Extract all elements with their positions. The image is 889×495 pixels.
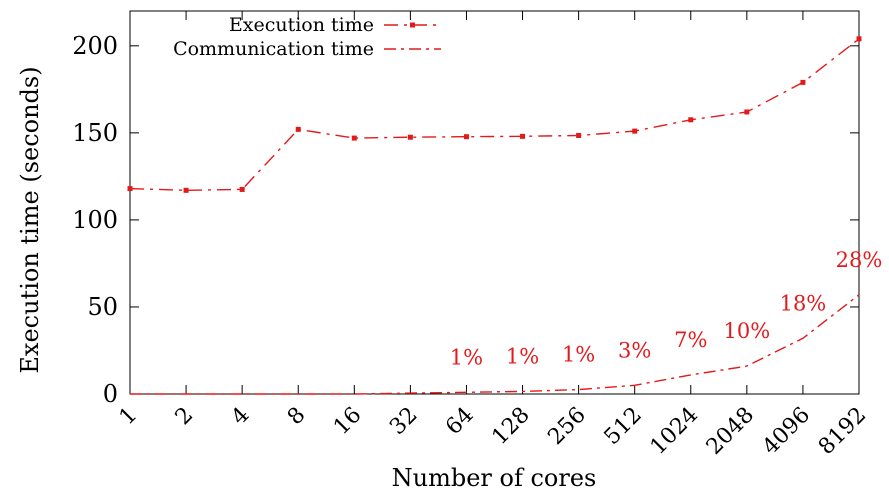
x-tick-label: 4096 <box>758 403 815 460</box>
y-tick-label: 0 <box>103 380 118 408</box>
series-line-2 <box>130 294 860 395</box>
x-tick-label: 4 <box>227 403 255 431</box>
plot-border <box>129 10 860 395</box>
annotation-label: 1% <box>506 344 539 368</box>
annotation-label: 7% <box>674 328 707 352</box>
annotation-label: 3% <box>618 338 651 362</box>
annotations: 1% 1% 1% 3% 7% 10% 18% 28% <box>450 248 883 369</box>
annotation-label: 1% <box>562 343 595 367</box>
data-point <box>688 117 694 123</box>
data-point <box>463 134 469 140</box>
series-line-1 <box>129 38 860 192</box>
annotation-label: 1% <box>450 345 483 369</box>
annotation-label: 28% <box>836 248 883 272</box>
x-tick-label: 128 <box>487 403 534 450</box>
x-tick-label: 1024 <box>646 403 703 460</box>
y-tick-label: 50 <box>87 293 118 321</box>
data-point <box>295 126 301 132</box>
series-lines <box>127 36 862 395</box>
data-point <box>407 134 413 140</box>
data-point <box>239 186 245 192</box>
data-point <box>520 133 526 139</box>
y-tick-label: 100 <box>72 206 118 234</box>
data-point <box>351 135 357 141</box>
annotation-label: 18% <box>780 291 827 315</box>
data-point <box>744 109 750 115</box>
y-tick-label: 200 <box>72 32 118 60</box>
data-point <box>127 186 133 192</box>
y-axis: 0 50 100 150 200 <box>72 32 859 408</box>
data-point <box>856 36 862 42</box>
data-point <box>800 79 806 85</box>
x-tick-label: 32 <box>385 403 422 440</box>
data-point <box>183 187 189 193</box>
x-tick-label: 8192 <box>814 403 871 460</box>
data-point <box>576 132 582 138</box>
x-tick-label: 2048 <box>702 403 759 460</box>
x-tick-label: 512 <box>600 403 647 450</box>
legend-label: Execution time <box>229 14 374 36</box>
x-axis-label: Number of cores <box>392 464 597 492</box>
x-tick-label: 64 <box>441 403 478 440</box>
x-tick-label: 1 <box>115 403 143 431</box>
data-point <box>632 128 638 134</box>
x-tick-label: 16 <box>329 403 366 440</box>
legend-label: Communication time <box>173 38 374 60</box>
y-tick-label: 150 <box>72 119 118 147</box>
legend-marker <box>410 22 415 28</box>
y-axis-label: Execution time (seconds) <box>16 66 44 373</box>
plot-frame <box>129 10 860 395</box>
x-tick-label: 2 <box>171 403 199 431</box>
annotation-label: 10% <box>724 319 771 343</box>
x-tick-label: 256 <box>543 403 590 450</box>
x-tick-label: 8 <box>283 403 311 431</box>
